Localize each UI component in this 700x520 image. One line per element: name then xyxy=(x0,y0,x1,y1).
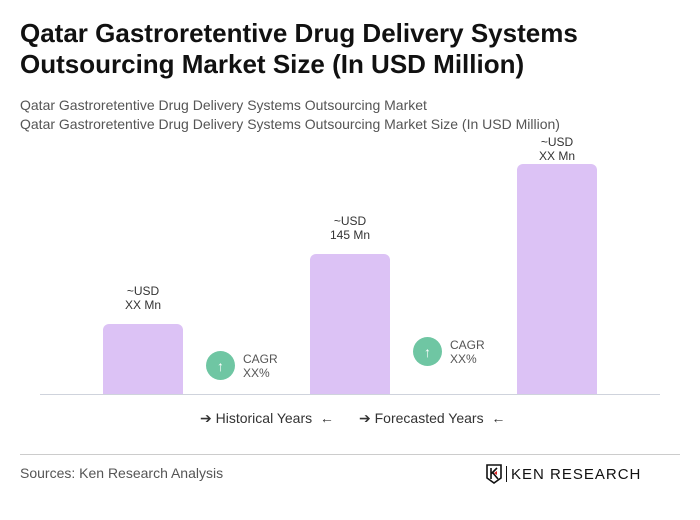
bar-label-1: ~USD XX Mn xyxy=(124,284,161,312)
arrow-right-icon: ➔ xyxy=(359,410,371,426)
ken-research-logo: KEN RESEARCH xyxy=(486,464,641,484)
page-title: Qatar Gastroretentive Drug Delivery Syst… xyxy=(20,18,578,79)
cagr-2: ↑ CAGR XX% xyxy=(413,337,485,366)
arrow-right-icon: ➔ xyxy=(200,410,212,426)
arrow-up-icon: ↑ xyxy=(206,351,235,380)
legend-forecasted: ➔ Forecasted Years ← xyxy=(359,410,506,426)
subtitle: Qatar Gastroretentive Drug Delivery Syst… xyxy=(20,97,427,113)
legend-historical: ➔ Historical Years ← xyxy=(200,410,334,426)
arrow-left-icon: ← xyxy=(491,410,506,426)
arrow-left-icon: ← xyxy=(319,410,334,426)
bar-label-3: ~USD XX Mn xyxy=(538,135,575,163)
subtitle-2: Qatar Gastroretentive Drug Delivery Syst… xyxy=(20,116,560,132)
bar-1 xyxy=(103,324,183,394)
x-axis xyxy=(40,394,660,395)
arrow-up-icon: ↑ xyxy=(413,337,442,366)
bar-2 xyxy=(310,254,390,394)
divider xyxy=(20,454,680,455)
source: Sources: Ken Research Analysis xyxy=(20,465,224,481)
bar-3 xyxy=(517,164,597,394)
bar-label-2: ~USD 145 Mn xyxy=(329,214,371,242)
cagr-1: ↑ CAGR XX% xyxy=(206,351,278,380)
logo-mark-icon xyxy=(486,464,502,484)
